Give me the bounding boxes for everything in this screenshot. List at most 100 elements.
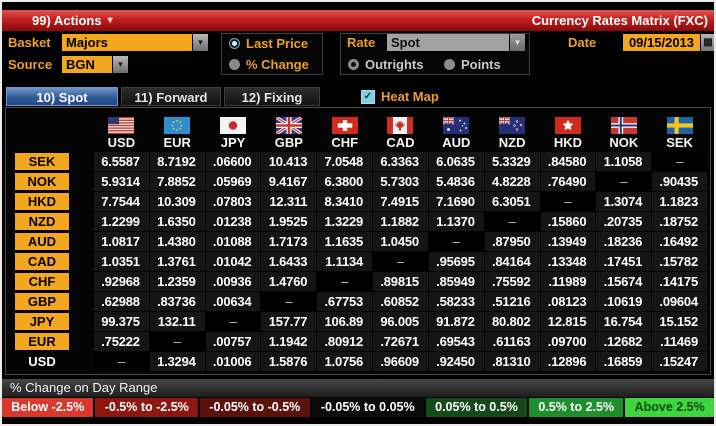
rate-cell-gbp-jpy[interactable]: .00634 bbox=[205, 292, 261, 311]
rate-cell-nok-chf[interactable]: 6.3800 bbox=[317, 172, 373, 191]
rate-cell-cad-eur[interactable]: 1.3761 bbox=[149, 252, 205, 271]
rate-cell-chf-hkd[interactable]: .11989 bbox=[540, 272, 596, 291]
rate-cell-chf-gbp[interactable]: 1.4760 bbox=[261, 272, 317, 291]
rate-cell-nok-eur[interactable]: 7.8852 bbox=[149, 172, 205, 191]
rate-cell-cad-nok[interactable]: .17451 bbox=[596, 252, 652, 271]
rate-cell-cad-usd[interactable]: 1.0351 bbox=[94, 252, 149, 271]
rate-cell-hkd-eur[interactable]: 10.309 bbox=[149, 192, 205, 211]
rate-cell-gbp-hkd[interactable]: .08123 bbox=[540, 292, 596, 311]
rate-cell-chf-aud[interactable]: .85949 bbox=[428, 272, 484, 291]
rate-cell-hkd-nzd[interactable]: 6.3051 bbox=[484, 192, 540, 211]
rate-cell-sek-eur[interactable]: 8.7192 bbox=[149, 152, 205, 171]
radio-last-price[interactable]: Last Price bbox=[229, 36, 308, 51]
rate-cell-aud-usd[interactable]: 1.0817 bbox=[94, 232, 149, 251]
rate-cell-cad-gbp[interactable]: 1.6433 bbox=[261, 252, 317, 271]
tab-spot[interactable]: 10) Spot bbox=[6, 87, 118, 106]
rate-cell-nzd-usd[interactable]: 1.2299 bbox=[94, 212, 149, 231]
rate-cell-sek-nok[interactable]: 1.1058 bbox=[596, 152, 652, 171]
rate-cell-gbp-cad[interactable]: .60852 bbox=[373, 292, 428, 311]
rate-cell-chf-jpy[interactable]: .00936 bbox=[205, 272, 261, 291]
rate-cell-nok-sek[interactable]: .90435 bbox=[652, 172, 707, 191]
rate-cell-chf-usd[interactable]: .92968 bbox=[94, 272, 149, 291]
rate-cell-gbp-aud[interactable]: .58233 bbox=[428, 292, 484, 311]
heatmap-toggle[interactable]: ✓ Heat Map bbox=[361, 87, 439, 106]
rate-cell-chf-nok[interactable]: .15674 bbox=[596, 272, 652, 291]
tab-forward[interactable]: 11) Forward bbox=[121, 87, 221, 106]
rate-cell-jpy-usd[interactable]: 99.375 bbox=[94, 312, 149, 331]
radio-outrights[interactable]: Outrights bbox=[348, 57, 424, 72]
rate-cell-hkd-jpy[interactable]: .07803 bbox=[205, 192, 261, 211]
actions-menu[interactable]: 99) Actions ▾ bbox=[2, 13, 113, 28]
rate-cell-chf-eur[interactable]: 1.2359 bbox=[149, 272, 205, 291]
rate-cell-nok-usd[interactable]: 5.9314 bbox=[94, 172, 149, 191]
rate-cell-nzd-gbp[interactable]: 1.9525 bbox=[261, 212, 317, 231]
rate-cell-usd-jpy[interactable]: .01006 bbox=[205, 352, 261, 371]
rate-cell-usd-cad[interactable]: .96609 bbox=[373, 352, 428, 371]
rate-cell-nok-hkd[interactable]: .76490 bbox=[540, 172, 596, 191]
rate-cell-nok-gbp[interactable]: 9.4167 bbox=[261, 172, 317, 191]
rate-cell-eur-chf[interactable]: .80912 bbox=[317, 332, 373, 351]
rate-cell-eur-sek[interactable]: .11469 bbox=[652, 332, 707, 351]
rate-cell-jpy-nzd[interactable]: 80.802 bbox=[484, 312, 540, 331]
rate-cell-aud-nok[interactable]: .18236 bbox=[596, 232, 652, 251]
radio-selected-icon[interactable] bbox=[229, 38, 240, 49]
rate-cell-gbp-sek[interactable]: .09604 bbox=[652, 292, 707, 311]
chevron-down-icon[interactable]: ▼ bbox=[113, 56, 128, 73]
rate-cell-gbp-eur[interactable]: .83736 bbox=[149, 292, 205, 311]
radio-unselected-icon[interactable] bbox=[229, 59, 240, 70]
rate-cell-aud-sek[interactable]: .16492 bbox=[652, 232, 707, 251]
rate-cell-hkd-cad[interactable]: 7.4915 bbox=[373, 192, 428, 211]
radio-percent-change[interactable]: % Change bbox=[229, 57, 309, 72]
tab-fixing[interactable]: 12) Fixing bbox=[224, 87, 320, 106]
rate-cell-nzd-nok[interactable]: .20735 bbox=[596, 212, 652, 231]
rate-cell-chf-nzd[interactable]: .75592 bbox=[484, 272, 540, 291]
rate-cell-nzd-hkd[interactable]: .15860 bbox=[540, 212, 596, 231]
rate-cell-jpy-sek[interactable]: 15.152 bbox=[652, 312, 707, 331]
rate-cell-sek-gbp[interactable]: 10.413 bbox=[261, 152, 317, 171]
rate-cell-sek-cad[interactable]: 6.3363 bbox=[373, 152, 428, 171]
date-field[interactable]: 09/15/2013 bbox=[623, 34, 700, 51]
rate-cell-cad-sek[interactable]: .15782 bbox=[652, 252, 707, 271]
calendar-icon[interactable]: ▦ bbox=[701, 34, 714, 51]
rate-cell-gbp-nok[interactable]: .10619 bbox=[596, 292, 652, 311]
rate-cell-eur-nok[interactable]: .12682 bbox=[596, 332, 652, 351]
rate-cell-nok-aud[interactable]: 5.4836 bbox=[428, 172, 484, 191]
rate-cell-sek-usd[interactable]: 6.5587 bbox=[94, 152, 149, 171]
rate-cell-usd-aud[interactable]: .92450 bbox=[428, 352, 484, 371]
rate-cell-hkd-sek[interactable]: 1.1823 bbox=[652, 192, 707, 211]
rate-cell-gbp-usd[interactable]: .62988 bbox=[94, 292, 149, 311]
rate-cell-aud-gbp[interactable]: 1.7173 bbox=[261, 232, 317, 251]
rate-cell-cad-jpy[interactable]: .01042 bbox=[205, 252, 261, 271]
rate-cell-aud-jpy[interactable]: .01088 bbox=[205, 232, 261, 251]
rate-cell-eur-cad[interactable]: .72671 bbox=[373, 332, 428, 351]
rate-cell-cad-nzd[interactable]: .84164 bbox=[484, 252, 540, 271]
rate-cell-hkd-nok[interactable]: 1.3074 bbox=[596, 192, 652, 211]
basket-select[interactable]: Majors ▼ bbox=[62, 34, 208, 51]
rate-cell-sek-jpy[interactable]: .06600 bbox=[205, 152, 261, 171]
rate-cell-usd-eur[interactable]: 1.3294 bbox=[149, 352, 205, 371]
rate-cell-usd-hkd[interactable]: .12896 bbox=[540, 352, 596, 371]
rate-cell-sek-hkd[interactable]: .84580 bbox=[540, 152, 596, 171]
rate-cell-aud-hkd[interactable]: .13949 bbox=[540, 232, 596, 251]
rate-cell-nok-jpy[interactable]: .05969 bbox=[205, 172, 261, 191]
rate-cell-jpy-nok[interactable]: 16.754 bbox=[596, 312, 652, 331]
radio-selected-icon[interactable] bbox=[348, 59, 359, 70]
rate-cell-eur-aud[interactable]: .69543 bbox=[428, 332, 484, 351]
rate-cell-nzd-chf[interactable]: 1.3229 bbox=[317, 212, 373, 231]
rate-cell-usd-chf[interactable]: 1.0756 bbox=[317, 352, 373, 371]
rate-cell-sek-chf[interactable]: 7.0548 bbox=[317, 152, 373, 171]
rate-cell-eur-gbp[interactable]: 1.1942 bbox=[261, 332, 317, 351]
rate-cell-aud-eur[interactable]: 1.4380 bbox=[149, 232, 205, 251]
rate-cell-eur-usd[interactable]: .75222 bbox=[94, 332, 149, 351]
rate-cell-usd-gbp[interactable]: 1.5876 bbox=[261, 352, 317, 371]
rate-cell-jpy-cad[interactable]: 96.005 bbox=[373, 312, 428, 331]
radio-points[interactable]: Points bbox=[444, 57, 501, 72]
source-select[interactable]: BGN ▼ bbox=[62, 56, 128, 73]
rate-cell-jpy-eur[interactable]: 132.11 bbox=[149, 312, 205, 331]
rate-cell-usd-sek[interactable]: .15247 bbox=[652, 352, 707, 371]
rate-cell-nok-nzd[interactable]: 4.8228 bbox=[484, 172, 540, 191]
chevron-down-icon[interactable]: ▼ bbox=[510, 34, 525, 51]
rate-cell-jpy-gbp[interactable]: 157.77 bbox=[261, 312, 317, 331]
heatmap-checkbox[interactable]: ✓ bbox=[361, 89, 375, 104]
rate-cell-jpy-hkd[interactable]: 12.815 bbox=[540, 312, 596, 331]
